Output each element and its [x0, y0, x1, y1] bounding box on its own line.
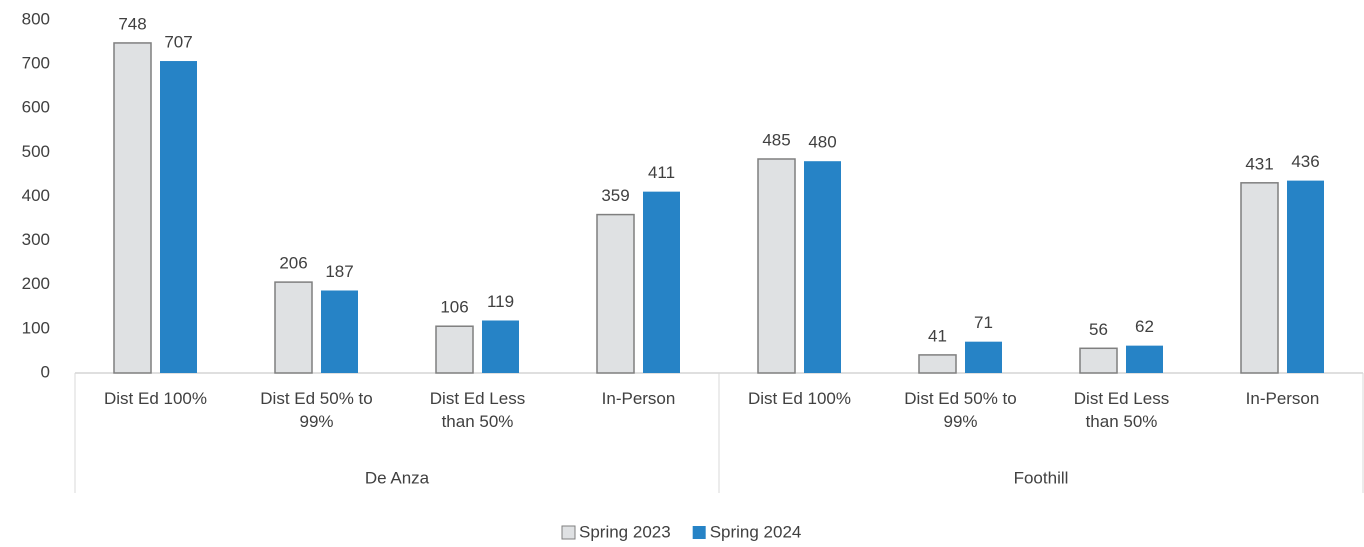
data-label: 707 — [164, 33, 192, 52]
legend-swatch — [692, 526, 706, 539]
x-tick-label: Dist Ed 100% — [748, 389, 851, 408]
data-label: 62 — [1135, 317, 1154, 336]
x-tick-label: Dist Ed 50% to 99% — [260, 389, 373, 431]
bar — [274, 281, 313, 374]
group-label: Foothill — [1014, 468, 1069, 487]
y-tick-label: 500 — [22, 142, 50, 161]
data-label: 480 — [808, 133, 836, 152]
bar — [1079, 347, 1118, 374]
data-label: 748 — [118, 14, 146, 33]
data-label: 41 — [928, 326, 947, 345]
bar — [596, 213, 635, 374]
group-label: De Anza — [365, 468, 430, 487]
y-tick-label: 600 — [22, 98, 50, 117]
bar — [1126, 345, 1163, 373]
data-label: 106 — [440, 298, 468, 317]
y-tick-label: 700 — [22, 54, 50, 73]
bar — [757, 158, 796, 374]
bar — [321, 290, 358, 373]
data-label: 485 — [762, 130, 790, 149]
legend-swatch — [561, 525, 576, 540]
legend-label: Spring 2024 — [710, 522, 802, 541]
x-tick-label: Dist Ed Less than 50% — [1073, 389, 1170, 431]
y-tick-label: 200 — [22, 274, 50, 293]
bar — [643, 191, 680, 373]
x-tick-label: Dist Ed Less than 50% — [429, 389, 526, 431]
data-label: 119 — [487, 292, 514, 311]
y-tick-label: 300 — [22, 230, 50, 249]
bar — [160, 61, 197, 373]
y-tick-label: 400 — [22, 186, 50, 205]
bar — [804, 161, 841, 373]
bar — [918, 354, 957, 374]
bar — [435, 325, 474, 374]
bar — [113, 42, 152, 374]
y-tick-label: 800 — [22, 9, 50, 28]
y-tick-label: 100 — [22, 318, 50, 337]
bar — [965, 341, 1002, 373]
bar — [1240, 182, 1279, 374]
data-label: 187 — [325, 262, 353, 281]
legend-label: Spring 2023 — [579, 522, 671, 541]
data-label: 56 — [1089, 320, 1108, 339]
x-tick-label: In-Person — [601, 389, 676, 408]
data-label: 71 — [974, 313, 993, 332]
y-tick-label: 0 — [41, 362, 50, 381]
x-tick-label: Dist Ed 50% to 99% — [904, 389, 1017, 431]
bar — [1287, 180, 1324, 373]
data-label: 206 — [279, 254, 307, 273]
data-label: 431 — [1245, 154, 1273, 173]
data-label: 359 — [601, 186, 629, 205]
bar — [482, 320, 519, 373]
data-label: 411 — [648, 163, 675, 182]
data-label: 436 — [1291, 152, 1319, 171]
x-tick-label: In-Person — [1245, 389, 1320, 408]
x-tick-label: Dist Ed 100% — [104, 389, 207, 408]
